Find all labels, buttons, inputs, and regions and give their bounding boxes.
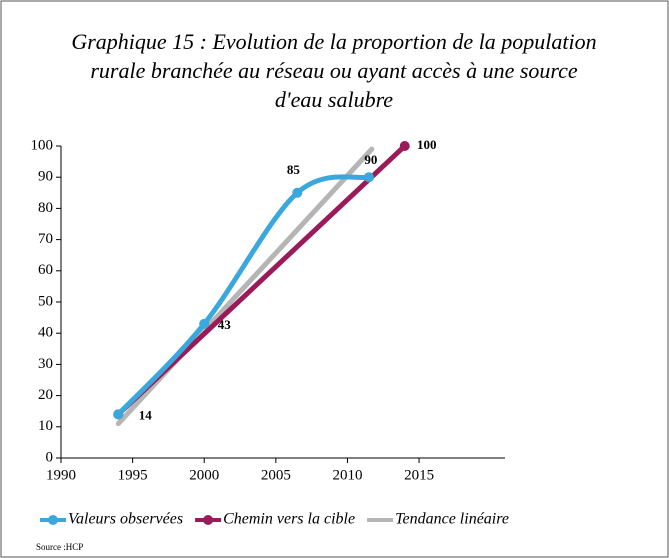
source: Source :HCP (36, 542, 83, 552)
data-point (399, 141, 410, 151)
y-tick-label: 80 (38, 200, 53, 216)
y-tick-label: 0 (46, 449, 54, 465)
y-tick-label: 50 (38, 293, 53, 309)
x-tick-label: 2005 (261, 467, 291, 483)
y-tick-label: 100 (31, 137, 54, 153)
data-label: 43 (218, 317, 232, 332)
x-tick-label: 2010 (332, 467, 362, 483)
data-point (199, 318, 210, 329)
y-tick-label: 40 (38, 325, 53, 341)
series-line (115, 174, 372, 417)
data-label: 85 (287, 162, 301, 177)
chart-title: d'eau salubre (275, 87, 393, 112)
legend-label: Chemin vers la cible (223, 511, 355, 528)
legend-label: Valeurs observées (68, 511, 183, 528)
data-label: 90 (364, 152, 377, 167)
legend-label: Tendance linéaire (395, 511, 509, 528)
x-tick-label: 1995 (118, 467, 148, 483)
chart-title: rurale branchée au réseau ou ayant accès… (90, 58, 578, 83)
legend-marker (48, 515, 58, 525)
y-tick-label: 30 (38, 356, 53, 372)
data-point (292, 187, 303, 198)
y-tick-label: 70 (38, 231, 53, 247)
data-label: 14 (139, 407, 153, 422)
y-tick-label: 60 (38, 262, 53, 278)
x-tick-label: 2015 (404, 467, 434, 483)
y-tick-label: 10 (38, 418, 53, 434)
y-tick-label: 20 (38, 387, 53, 403)
chart-title: Graphique 15 : Evolution de la proportio… (71, 29, 596, 54)
x-tick-label: 1990 (46, 467, 76, 483)
data-point (113, 409, 124, 420)
y-tick-label: 90 (38, 169, 53, 185)
x-tick-label: 2000 (189, 467, 219, 483)
data-point (363, 172, 374, 183)
data-label: 100 (417, 137, 437, 152)
legend-marker (203, 515, 214, 525)
